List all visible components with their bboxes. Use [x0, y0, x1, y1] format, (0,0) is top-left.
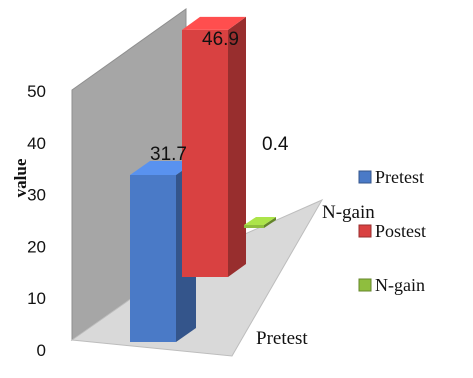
- bar-n-gain: [244, 217, 276, 228]
- bar-top: [244, 217, 276, 225]
- y-tick-label: 20: [27, 237, 46, 256]
- data-label: 46.9: [202, 29, 239, 50]
- bar-top: [182, 16, 246, 30]
- legend-swatch: [358, 170, 372, 184]
- data-label: 0.4: [262, 134, 289, 155]
- bar-front: [244, 225, 264, 228]
- legend-label: Postest: [375, 221, 426, 241]
- legend-item: Postest: [358, 221, 426, 241]
- legend-label: Pretest: [375, 167, 424, 187]
- bar-postest: [182, 16, 246, 278]
- y-tick-label: 40: [27, 134, 46, 153]
- bar-front: [130, 175, 176, 342]
- y-tick-label: 50: [27, 82, 46, 101]
- data-labels: 31.7 46.9 0.4: [150, 29, 289, 165]
- bars: [130, 16, 276, 342]
- y-tick-label: 0: [37, 341, 46, 360]
- category-label-pretest: Pretest: [256, 328, 308, 349]
- legend-item: Pretest: [358, 167, 424, 187]
- category-label-n-gain: N-gain: [322, 202, 375, 223]
- data-label: 31.7: [150, 144, 187, 165]
- y-axis-ticks: 0 10 20 30 40 50: [27, 82, 46, 360]
- bar-front: [182, 29, 228, 278]
- bar-side: [264, 217, 276, 228]
- legend: Pretest Postest N-gain: [358, 167, 426, 295]
- legend-swatch: [358, 224, 372, 238]
- legend-item: N-gain: [358, 275, 425, 295]
- bar-top: [130, 161, 196, 175]
- y-axis-label: value: [11, 158, 30, 197]
- legend-label: N-gain: [375, 275, 425, 295]
- bar-side: [228, 16, 246, 278]
- y-tick-label: 30: [27, 186, 46, 205]
- y-tick-label: 10: [27, 289, 46, 308]
- legend-swatch: [358, 278, 372, 292]
